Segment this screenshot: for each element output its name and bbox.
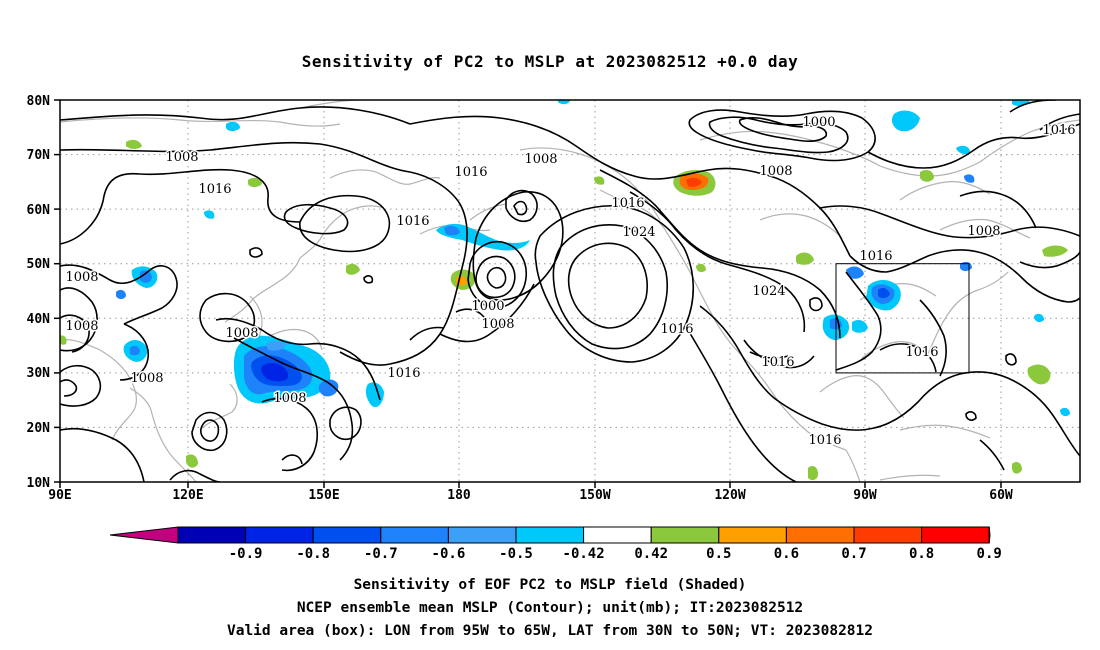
contour-label: 1016 (1042, 123, 1075, 138)
colorbar-tick-label: -0.7 (364, 546, 398, 562)
colorbar-arrow-low (109, 526, 179, 544)
map-frame: 1008 1016 1008 1016 1000 1016 1016 1008 1016 1024… (59, 99, 1081, 483)
contour-label: 1016 (611, 196, 644, 211)
colorbar-tick-label: -0.9 (229, 546, 263, 562)
lon-tick-label: 180 (447, 488, 471, 503)
lat-tick-label: 80N (27, 94, 51, 109)
colorbar-segment (447, 526, 517, 544)
contour-label: 1016 (761, 355, 794, 370)
contour-label: 1008 (65, 319, 98, 334)
caption-shading: Sensitivity of EOF PC2 to MSLP field (Sh… (354, 577, 747, 593)
lat-tick-label: 60N (27, 203, 51, 218)
contour-label: 1016 (808, 433, 841, 448)
colorbar-tick-label: 0.7 (841, 546, 866, 562)
colorbar-tick-label: -0.42 (563, 546, 605, 562)
contour-label: 1024 (622, 225, 655, 240)
colorbar-arrow-high (988, 526, 991, 544)
contour-label: 1016 (387, 366, 420, 381)
contour-label: 1016 (396, 214, 429, 229)
colorbar-segment (853, 526, 923, 544)
lon-tick-label: 150E (308, 488, 339, 503)
caption-valid-area: Valid area (box): LON from 95W to 65W, L… (227, 623, 873, 639)
colorbar-tick-label: 0.42 (634, 546, 668, 562)
lat-tick-label: 40N (27, 312, 51, 327)
contour-label-layer: 1008 1016 1008 1016 1000 1016 1016 1008 1016 1024… (64, 114, 1077, 450)
lon-tick-label: 120W (714, 488, 745, 503)
colorbar-segment (583, 526, 652, 544)
lon-tick-label: 90W (853, 488, 877, 503)
colorbar-segment (380, 526, 449, 544)
mslp-contours (60, 100, 1080, 482)
lon-tick-label: 90E (48, 488, 71, 503)
colorbar-segment (245, 526, 314, 544)
colorbar-segment (515, 526, 585, 544)
lon-axis: 90E 120E 150E 180 150W 120W 90W 60W (48, 482, 1013, 503)
lon-tick-label: 120E (172, 488, 203, 503)
contour-label: 1008 (273, 391, 306, 406)
lon-tick-label: 60W (989, 488, 1013, 503)
contour-label: 1016 (198, 182, 231, 197)
valid-area-box (835, 263, 970, 374)
contour-label: 1016 (859, 249, 892, 264)
coastlines (60, 100, 1080, 482)
colorbar-tick-label: 0.5 (706, 546, 731, 562)
sensitivity-shading (60, 100, 1070, 481)
colorbar-segment (650, 526, 720, 544)
lat-tick-label: 70N (27, 148, 51, 163)
contour-label: 1016 (905, 345, 938, 360)
lon-tick-label: 150W (579, 488, 610, 503)
colorbar-tick-label: 0.6 (774, 546, 799, 562)
lat-tick-label: 20N (27, 421, 51, 436)
colorbar-tick-label: 0.9 (977, 546, 1002, 562)
lat-tick-label: 10N (27, 476, 51, 491)
contour-label: 1000 (802, 115, 835, 130)
colorbar-tick-label: -0.8 (296, 546, 330, 562)
colorbar-segment (921, 526, 990, 544)
contour-label: 1008 (967, 224, 1000, 239)
contour-label: 1008 (130, 371, 163, 386)
contour-label: 1016 (660, 322, 693, 337)
colorbar-tick-label: -0.6 (432, 546, 466, 562)
contour-label: 1000 (471, 299, 504, 314)
colorbar-segment (718, 526, 787, 544)
contour-label: 1008 (759, 164, 792, 179)
colorbar-tick-label: 0.8 (909, 546, 934, 562)
colorbar-segment (312, 526, 382, 544)
caption-contour: NCEP ensemble mean MSLP (Contour); unit(… (297, 600, 803, 616)
contour-label: 1016 (454, 165, 487, 180)
lat-tick-label: 50N (27, 257, 51, 272)
contour-label: 1008 (165, 150, 198, 165)
chart-title: Sensitivity of PC2 to MSLP at 2023082512… (302, 52, 799, 71)
lat-tick-label: 30N (27, 366, 51, 381)
contour-label: 1024 (752, 284, 785, 299)
contour-label: 1008 (225, 326, 258, 341)
lat-axis: 80N 70N 60N 50N 40N 30N 20N 10N (27, 94, 60, 491)
colorbar-segment (785, 526, 855, 544)
colorbar-segment (177, 526, 247, 544)
contour-label: 1008 (481, 317, 514, 332)
contour-label: 1008 (524, 152, 557, 167)
colorbar: -0.9 -0.8 -0.7 -0.6 -0.5 -0.42 0.42 0.5 0.6 0.7 0.… (109, 526, 1002, 562)
colorbar-tick-label: -0.5 (499, 546, 533, 562)
contour-label: 1008 (65, 270, 98, 285)
